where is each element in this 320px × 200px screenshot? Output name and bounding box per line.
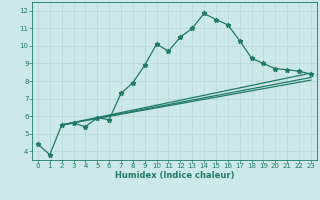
X-axis label: Humidex (Indice chaleur): Humidex (Indice chaleur) — [115, 171, 234, 180]
